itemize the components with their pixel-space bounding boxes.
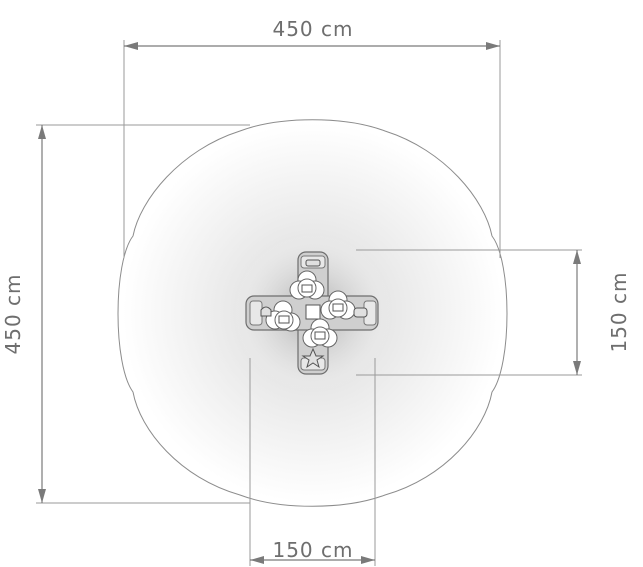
dimension-label-right: 150 cm [607, 271, 631, 352]
star-icon [301, 347, 325, 369]
rocking-flower-seat-icon [302, 318, 338, 348]
rocking-flower-seat-icon [265, 300, 301, 332]
dimension-left [36, 124, 250, 504]
dimension-bottom [249, 358, 376, 566]
rocking-flower-seat-icon [289, 270, 325, 300]
car-icon [353, 307, 368, 318]
dimension-label-left: 450 cm [1, 273, 25, 354]
dimension-label-top: 450 cm [272, 17, 353, 41]
car-icon [305, 259, 321, 267]
bell-icon [260, 306, 272, 317]
dimension-label-bottom: 150 cm [272, 538, 353, 562]
dimension-right [356, 249, 582, 376]
dimension-top [123, 40, 501, 258]
